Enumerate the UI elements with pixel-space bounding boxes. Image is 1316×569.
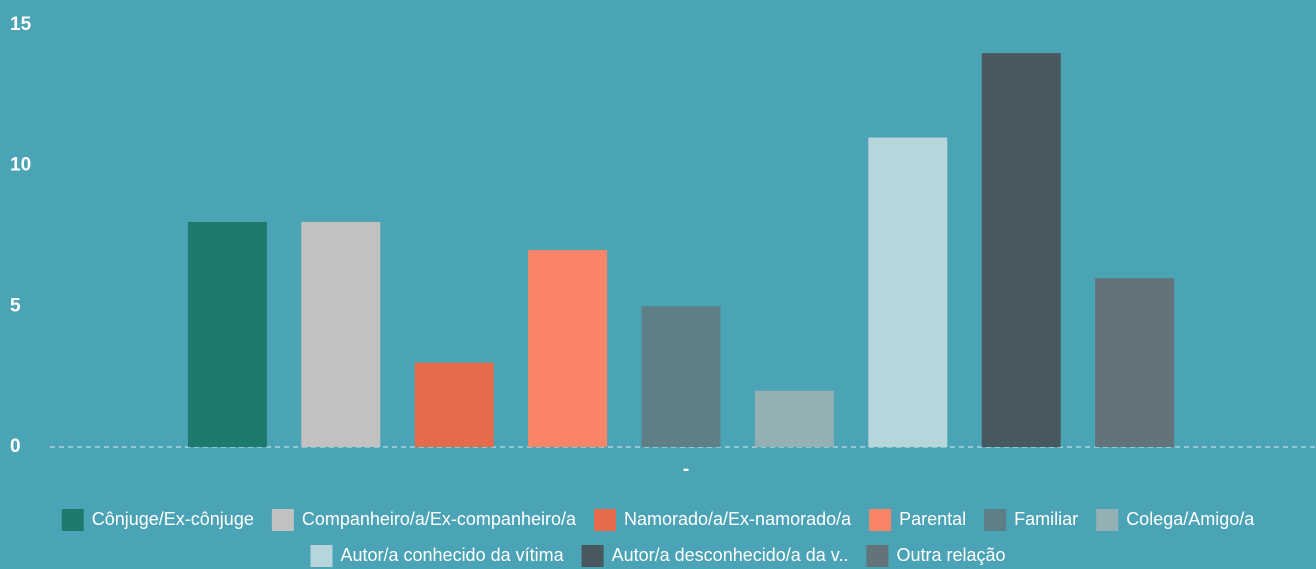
bar [1095,278,1175,447]
legend-label: Familiar [1014,509,1078,529]
legend-label: Autor/a desconhecido/a da v.. [612,545,849,565]
y-tick-label: 0 [10,436,21,457]
legend-label: Companheiro/a/Ex-companheiro/a [302,509,577,529]
legend-swatch [869,509,892,531]
bar [754,390,834,447]
legend-swatch [866,545,889,567]
legend-swatch [61,509,84,531]
y-tick-label: 15 [10,14,32,35]
legend-swatch [581,545,604,567]
y-tick-label: 5 [10,295,21,316]
legend-swatch [271,509,294,531]
y-tick-label: 10 [10,155,31,176]
legend-label: Cônjuge/Ex-cônjuge [92,509,254,529]
legend-swatch [594,509,616,531]
legend-label: Namorado/a/Ex-namorado/a [624,509,852,529]
bar [641,306,721,447]
bar [981,53,1061,448]
bar [301,221,381,447]
x-tick-label: - [683,459,689,480]
legend-label: Outra relação [896,545,1005,565]
legend-label: Parental [899,509,966,529]
legend-swatch [1096,509,1119,531]
bar [528,250,608,447]
legend-label: Colega/Amigo/a [1126,509,1255,529]
bar [414,362,494,447]
legend-swatch [984,509,1007,531]
bar [868,137,948,448]
legend-swatch [310,545,333,567]
legend-label: Autor/a conhecido da vítima [340,545,564,565]
bar [187,221,267,447]
